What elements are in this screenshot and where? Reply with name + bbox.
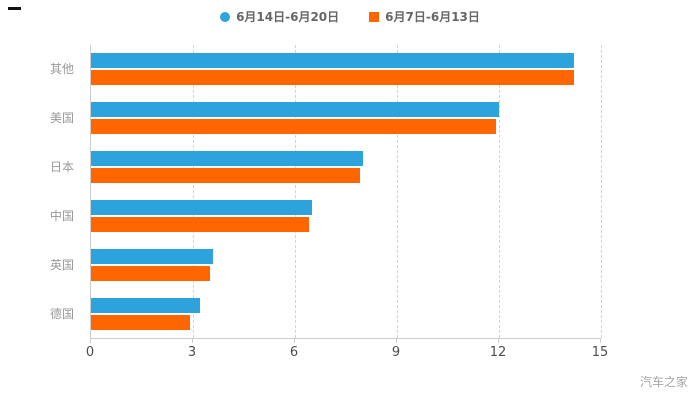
x-tick-label: 0: [85, 345, 95, 360]
circle-legend-marker-icon: [220, 11, 231, 22]
y-axis-labels: 其他美国日本中国英国德国: [0, 45, 82, 338]
bar-series1: [91, 297, 200, 313]
axis-tick-mark: [396, 338, 397, 343]
bar-series2: [91, 314, 190, 330]
x-tick-label: 3: [187, 345, 197, 360]
gridline: [499, 45, 500, 338]
bar-series2: [91, 265, 210, 281]
legend-item-0[interactable]: 6月14日-6月20日: [220, 8, 339, 25]
gridline: [601, 45, 602, 338]
x-tick-label: 9: [391, 345, 401, 360]
y-category-label: 英国: [49, 257, 74, 272]
square-legend-marker-icon: [369, 11, 380, 22]
x-axis-labels: 0 3 6 9 12 15: [0, 345, 700, 365]
x-tick-label: 12: [489, 345, 507, 360]
bar-series1: [91, 102, 499, 118]
x-tick-label: 15: [591, 345, 609, 360]
chart-legend: 6月14日-6月20日 6月7日-6月13日: [0, 8, 700, 25]
axis-tick-mark: [498, 338, 499, 343]
axis-tick-mark: [90, 338, 91, 343]
axis-tick-mark: [600, 338, 601, 343]
bar-series2: [91, 168, 360, 184]
y-category-label: 中国: [49, 208, 74, 223]
bar-series1: [91, 151, 363, 167]
bar-series1: [91, 53, 574, 69]
legend-item-1[interactable]: 6月7日-6月13日: [369, 8, 480, 25]
watermark: 汽车之家: [639, 375, 688, 389]
y-category-label: 其他: [49, 62, 74, 77]
y-category-label: 美国: [49, 111, 74, 126]
bar-series2: [91, 216, 309, 232]
axis-tick-mark: [294, 338, 295, 343]
bar-series1: [91, 199, 312, 215]
x-tick-label: 6: [289, 345, 299, 360]
legend-label: 6月14日-6月20日: [236, 10, 340, 24]
gridline: [193, 45, 194, 338]
gridline: [397, 45, 398, 338]
bar-series1: [91, 248, 214, 264]
gridline: [295, 45, 296, 338]
bar-series2: [91, 70, 574, 86]
corner-dash-mark: [8, 7, 21, 10]
plot-area: [90, 45, 602, 339]
bar-series2: [91, 119, 496, 135]
axis-tick-mark: [192, 338, 193, 343]
legend-label: 6月7日-6月13日: [385, 10, 480, 24]
y-category-label: 德国: [49, 306, 74, 321]
y-category-label: 日本: [49, 160, 74, 175]
